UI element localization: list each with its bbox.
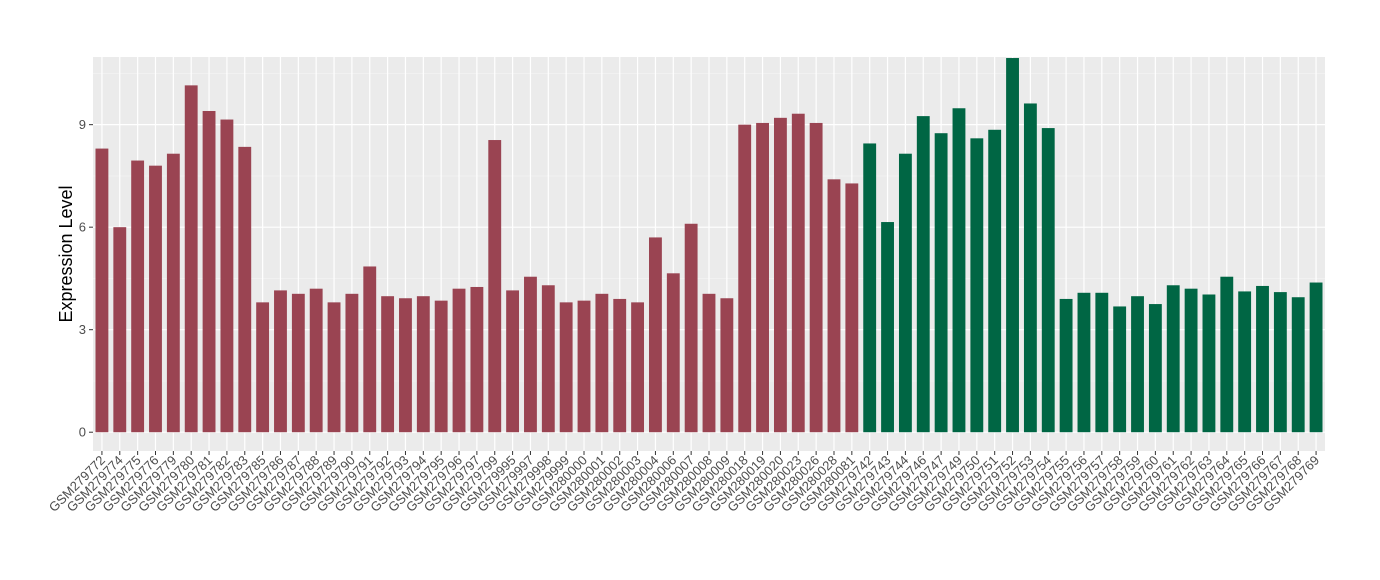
bar	[738, 124, 752, 433]
bar	[1202, 294, 1216, 433]
bar	[934, 133, 948, 433]
bar	[809, 122, 823, 433]
bar	[309, 288, 323, 433]
bar	[863, 143, 877, 433]
y-tick-label: 0	[79, 425, 86, 440]
bar	[1113, 306, 1127, 433]
bar	[1006, 58, 1019, 433]
bar	[291, 293, 305, 433]
bar	[220, 119, 234, 433]
bar	[541, 285, 555, 433]
bar	[559, 302, 573, 433]
bar	[238, 146, 252, 433]
bar	[95, 148, 109, 433]
bar	[381, 296, 395, 433]
bar	[702, 293, 716, 433]
bar	[1220, 276, 1234, 433]
bar	[1309, 282, 1323, 433]
bar	[113, 227, 127, 433]
bar	[256, 302, 270, 433]
bar	[1166, 285, 1180, 433]
bar	[631, 302, 645, 433]
bar	[666, 273, 680, 433]
bar	[1291, 297, 1305, 433]
bar	[952, 108, 966, 433]
y-tick-label: 6	[79, 220, 86, 235]
y-tick-label: 3	[79, 322, 86, 337]
bar	[916, 116, 930, 433]
bar	[1023, 103, 1037, 433]
bar	[1238, 291, 1252, 433]
bar	[524, 276, 537, 433]
bar	[720, 298, 734, 433]
y-tick-label: 9	[79, 117, 86, 132]
bar	[613, 298, 627, 433]
bar	[988, 129, 1002, 433]
bar	[274, 290, 287, 433]
bar	[1041, 128, 1055, 433]
bar	[166, 153, 180, 433]
bar	[452, 288, 466, 433]
bar	[649, 237, 662, 433]
bar	[363, 266, 377, 433]
bar	[149, 165, 162, 433]
bar	[1077, 292, 1091, 433]
bar	[1256, 285, 1269, 433]
bar	[1095, 292, 1109, 433]
bar	[1059, 298, 1073, 433]
bar	[488, 140, 502, 433]
bar	[1148, 304, 1162, 433]
bar	[756, 122, 769, 433]
bar	[184, 85, 198, 433]
bar	[345, 293, 359, 433]
bar	[577, 300, 591, 433]
bar	[684, 223, 698, 433]
bar	[416, 296, 430, 433]
y-axis-title: Expression Level	[56, 185, 76, 322]
bar	[595, 293, 609, 433]
bar	[434, 300, 448, 433]
bar	[202, 110, 216, 433]
bar	[399, 298, 412, 433]
bar	[845, 183, 859, 433]
bar	[470, 286, 484, 433]
bars	[95, 58, 1323, 433]
bar	[1184, 288, 1198, 433]
y-axis: 0 3 6 9	[79, 117, 93, 440]
bar	[898, 153, 912, 433]
bar	[791, 113, 805, 433]
x-axis: GSM279772GSM279774GSM279775GSM279776GSM2…	[46, 451, 1322, 515]
bar	[970, 138, 984, 433]
bar	[881, 222, 894, 433]
bar	[327, 302, 341, 433]
bar	[506, 290, 520, 433]
bar	[131, 160, 145, 433]
bar	[827, 179, 841, 433]
bar	[1131, 296, 1144, 433]
bar	[1273, 292, 1287, 433]
bar	[773, 117, 787, 433]
